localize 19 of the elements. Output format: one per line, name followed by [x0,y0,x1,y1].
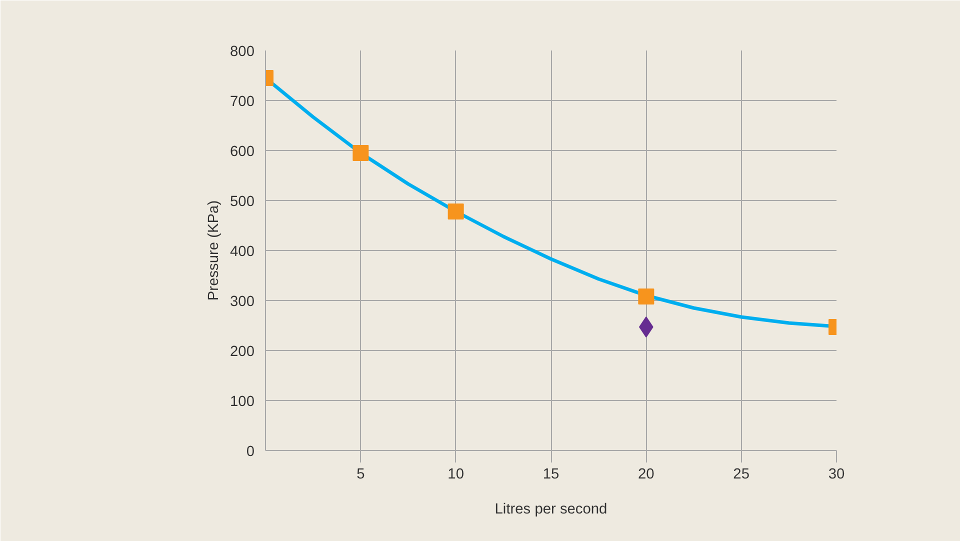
x-tick-label: 5 [356,466,365,482]
y-tick-label: 700 [230,94,255,110]
y-tick-label: 500 [230,194,255,210]
x-tick-label: 20 [638,466,654,482]
y-tick-label: 800 [230,44,255,60]
y-tick-label: 0 [246,444,255,460]
point [638,288,654,304]
y-tick-label: 100 [230,394,255,410]
y-tick-label: 300 [230,294,255,310]
x-tick-label: 10 [448,466,464,482]
point [448,204,464,220]
y-tick-label: 600 [230,144,255,160]
x-tick-label: 25 [733,466,750,482]
x-tick-label: 30 [828,466,845,482]
y-axis-title: Pressure (KPa) [206,200,222,301]
x-tick-label: 15 [542,466,560,482]
y-tick-label: 400 [230,244,255,260]
y-tick-label: 200 [230,344,255,360]
x-axis-title: Litres per second [494,502,608,518]
